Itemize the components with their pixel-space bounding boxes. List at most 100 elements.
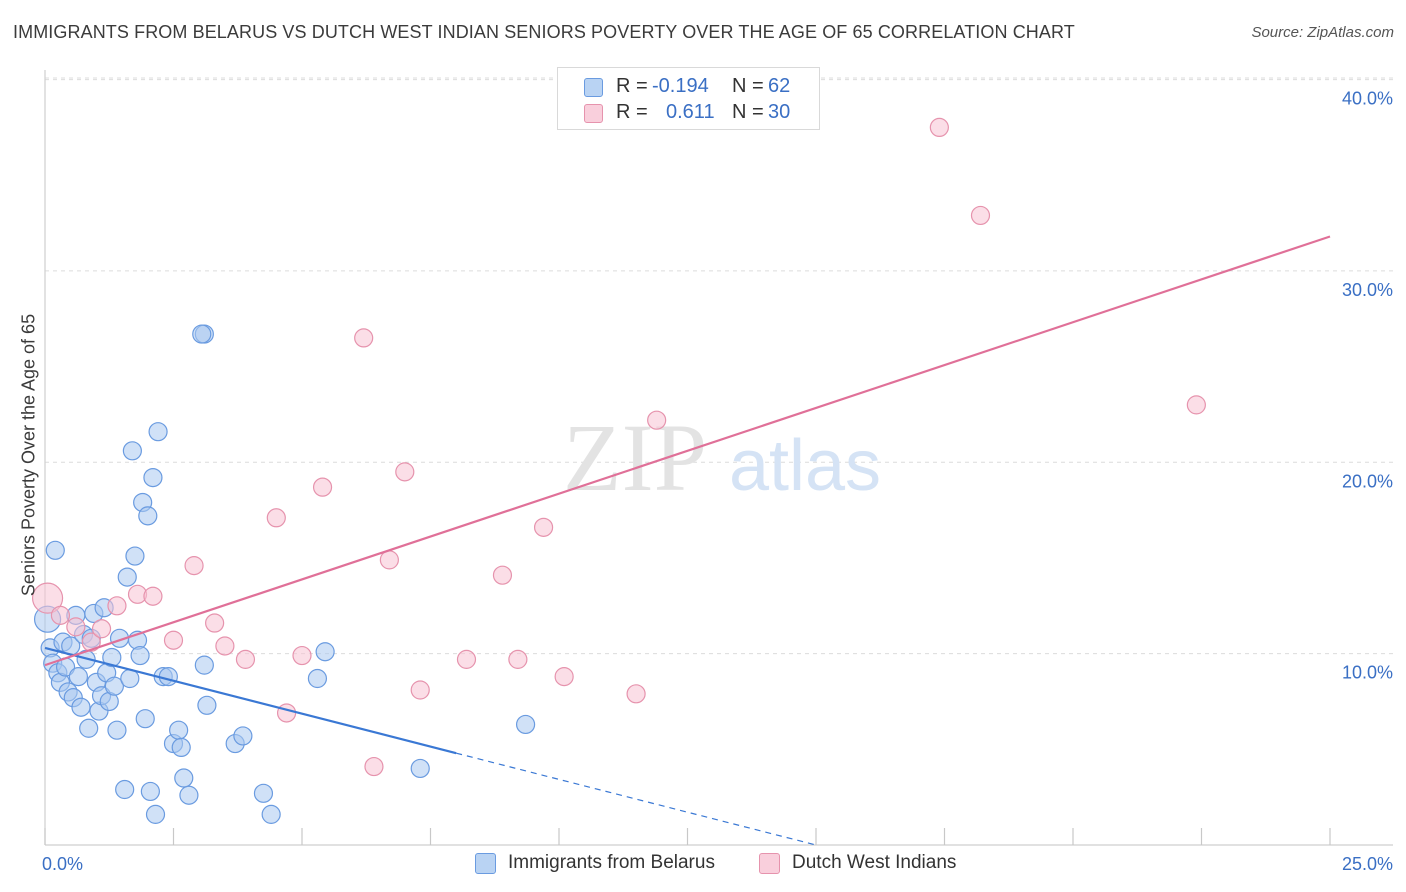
dutch-west-indians-point (91, 619, 112, 639)
belarus-point (140, 781, 160, 802)
belarus-point (253, 783, 274, 803)
r-label: R = (616, 75, 648, 97)
y-tick-label: 30.0% (1342, 280, 1393, 300)
dutch-west-indians-point (163, 630, 184, 650)
belarus-point (71, 697, 91, 717)
watermark-zip: ZIP (563, 404, 707, 511)
belarus-point (194, 655, 214, 675)
belarus-swatch (584, 78, 603, 97)
dutch-west-indians-point (647, 410, 667, 430)
dutch-west-indians-point (107, 596, 127, 616)
belarus-point (158, 667, 178, 687)
legend-swatch-belarus (475, 853, 496, 874)
dutch-west-indians-point (395, 462, 415, 482)
belarus-point (45, 540, 65, 560)
axes (44, 70, 1393, 846)
dutch-west-indians-point (626, 684, 646, 704)
dutch-west-indians-point (81, 632, 101, 652)
belarus-point (169, 720, 189, 740)
n-label: N = (732, 101, 764, 123)
dutch-west-indians-point (292, 645, 312, 666)
dutch-west-indians-point (205, 613, 225, 633)
dutch-west-indians-point (492, 565, 513, 585)
y-tick-label: 10.0% (1342, 663, 1393, 683)
source-credit: Source: ZipAtlas.com (1251, 24, 1394, 41)
r-value-belarus: -0.194 (652, 75, 709, 97)
belarus-point (261, 804, 281, 824)
dutch-west-indians-point (184, 556, 204, 576)
belarus-point (171, 737, 191, 758)
belarus-point (107, 720, 127, 740)
dutch-west-indians-point (31, 582, 64, 614)
dutch-west-indians-point (215, 636, 235, 656)
dutch-west-indians-point (66, 617, 86, 637)
dutch-west-indians-point (276, 703, 297, 723)
belarus-point (315, 642, 335, 662)
r-value-dutch-west-indians: 0.611 (666, 101, 715, 123)
n-value-dutch-west-indians: 30 (768, 101, 791, 123)
dutch-west-indians-point (354, 328, 374, 348)
chart-title: IMMIGRANTS FROM BELARUS VS DUTCH WEST IN… (13, 22, 1075, 42)
dutch-west-indians-trend-line (44, 235, 1331, 667)
x-tick-label: 25.0% (1342, 854, 1393, 874)
dutch-west-indians-point (1186, 395, 1206, 415)
y-tick-label: 40.0% (1342, 89, 1393, 109)
belarus-point (125, 546, 145, 566)
belarus-point (143, 467, 163, 488)
dutch-west-indians-point (456, 649, 477, 669)
belarus-point (102, 647, 122, 668)
belarus-trend-line (44, 646, 457, 755)
dutch-west-indians-point (143, 586, 163, 606)
dutch-west-indians-point (235, 649, 256, 669)
dutch-west-indians-point (364, 756, 384, 777)
belarus-point (130, 645, 150, 666)
data-points (31, 117, 1206, 824)
belarus-point (197, 695, 217, 715)
stats-legend: R = -0.194 N = 62 R = 0.611 N = 30 (557, 67, 820, 130)
belarus-point (138, 506, 158, 526)
dutch-west-indians-point (410, 680, 430, 700)
y-axis-label: Seniors Poverty Over the Age of 65 (18, 313, 39, 597)
n-label: N = (732, 75, 764, 97)
dutch-west-indians-point (50, 605, 71, 625)
belarus-point (104, 676, 124, 696)
belarus-point (233, 726, 253, 746)
dutch-west-indians-point (533, 517, 554, 537)
watermark-atlas: atlas (729, 426, 881, 506)
belarus-trend-extension (456, 752, 817, 846)
belarus-point (148, 422, 168, 442)
n-value-belarus: 62 (768, 75, 791, 97)
belarus-point (515, 714, 536, 735)
belarus-point (122, 441, 142, 461)
belarus-point (115, 779, 135, 800)
r-label: R = (616, 101, 648, 123)
trend-lines (44, 235, 1331, 846)
dutch-west-indians-point (554, 667, 574, 687)
belarus-point (135, 709, 155, 729)
belarus-point (410, 758, 430, 779)
ticks: 10.0% 20.0% 30.0% 40.0% 0.0% 25.0% (42, 89, 1393, 874)
dutch-west-indians-point (266, 508, 286, 528)
belarus-point (79, 718, 99, 738)
legend-label-dutch-west-indians: Dutch West Indians (792, 852, 957, 873)
belarus-point (145, 804, 166, 824)
dutch-west-indians-point (508, 649, 528, 669)
belarus-point (307, 668, 328, 689)
belarus-point (179, 785, 199, 805)
dutch-west-indians-point (929, 117, 949, 138)
legend-swatch-dutch-west-indians (759, 853, 780, 874)
y-tick-label: 20.0% (1342, 471, 1393, 491)
dutch-west-indians-point (970, 205, 991, 226)
belarus-point (117, 567, 137, 587)
dutch-west-indians-point (312, 477, 333, 497)
x-tick-label: 0.0% (42, 854, 83, 874)
belarus-point (192, 324, 212, 344)
legend-label-belarus: Immigrants from Belarus (508, 852, 715, 873)
grid-lines (45, 77, 1393, 655)
belarus-point (68, 667, 89, 687)
dutch-west-indians-swatch (584, 104, 603, 123)
watermark: ZIP atlas (563, 404, 881, 511)
belarus-point (174, 768, 194, 788)
dutch-west-indians-point (379, 550, 399, 570)
